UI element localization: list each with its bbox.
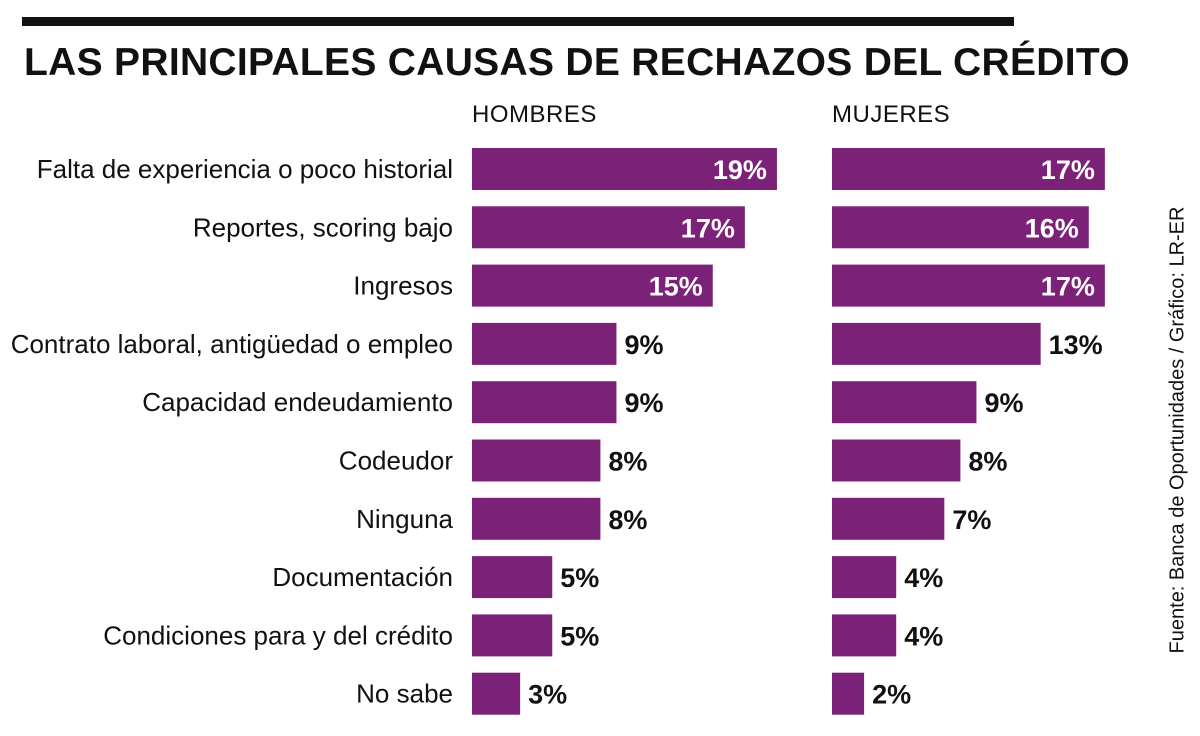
data-label-mujeres-8: 4% bbox=[904, 621, 943, 651]
data-label-mujeres-6: 7% bbox=[952, 505, 991, 535]
category-label: Ninguna bbox=[356, 504, 453, 534]
category-label: Codeudor bbox=[339, 446, 454, 476]
source-note: Fuente: Banca de Oportunidades / Gráfico… bbox=[1166, 206, 1189, 654]
category-label: Documentación bbox=[272, 562, 453, 592]
category-label: Condiciones para y del crédito bbox=[103, 620, 453, 650]
data-label-mujeres-7: 4% bbox=[904, 563, 943, 593]
bar-hombres-0 bbox=[472, 148, 777, 190]
bar-hombres-5 bbox=[472, 439, 601, 482]
data-label-mujeres-5: 8% bbox=[968, 447, 1007, 477]
series-header-mujeres: MUJERES bbox=[832, 101, 951, 128]
chart-title: LAS PRINCIPALES CAUSAS DE RECHAZOS DEL C… bbox=[24, 41, 1130, 84]
category-label: No sabe bbox=[356, 679, 453, 709]
data-label-hombres-4: 9% bbox=[624, 388, 663, 418]
data-label-mujeres-9: 2% bbox=[872, 680, 911, 710]
bar-mujeres-9 bbox=[832, 672, 865, 715]
data-label-mujeres-1: 16% bbox=[1025, 213, 1079, 243]
data-label-hombres-2: 15% bbox=[649, 272, 703, 302]
data-label-mujeres-4: 9% bbox=[984, 388, 1023, 418]
bar-mujeres-1 bbox=[832, 206, 1089, 249]
data-label-mujeres-2: 17% bbox=[1041, 272, 1095, 302]
bar-hombres-3 bbox=[472, 322, 617, 365]
data-label-hombres-9: 3% bbox=[528, 680, 567, 710]
category-label: Capacidad endeudamiento bbox=[142, 387, 453, 417]
bar-hombres-6 bbox=[472, 497, 601, 540]
data-label-hombres-8: 5% bbox=[560, 621, 599, 651]
category-label: Ingresos bbox=[353, 271, 453, 301]
data-label-hombres-5: 8% bbox=[608, 447, 647, 477]
bar-hombres-9 bbox=[472, 672, 521, 715]
bar-mujeres-6 bbox=[832, 497, 945, 540]
bar-hombres-4 bbox=[472, 381, 617, 424]
bar-mujeres-0 bbox=[832, 148, 1105, 190]
bar-hombres-8 bbox=[472, 614, 553, 657]
data-label-mujeres-3: 13% bbox=[1049, 330, 1103, 360]
bar-mujeres-2 bbox=[832, 264, 1105, 307]
bar-mujeres-3 bbox=[832, 322, 1041, 365]
data-label-hombres-6: 8% bbox=[608, 505, 647, 535]
data-label-mujeres-0: 17% bbox=[1041, 155, 1095, 185]
data-label-hombres-1: 17% bbox=[681, 213, 735, 243]
category-label: Reportes, scoring bajo bbox=[193, 212, 453, 242]
bar-mujeres-4 bbox=[832, 381, 977, 424]
data-label-hombres-0: 19% bbox=[713, 155, 767, 185]
bar-hombres-7 bbox=[472, 556, 553, 599]
bar-mujeres-5 bbox=[832, 439, 961, 482]
top-rule bbox=[22, 17, 1014, 26]
bar-hombres-2 bbox=[472, 264, 713, 307]
bar-hombres-1 bbox=[472, 206, 745, 249]
bar-mujeres-7 bbox=[832, 556, 897, 599]
data-label-hombres-7: 5% bbox=[560, 563, 599, 593]
bar-mujeres-8 bbox=[832, 614, 897, 657]
category-label: Contrato laboral, antigüedad o empleo bbox=[11, 329, 453, 359]
series-header-hombres: HOMBRES bbox=[472, 101, 597, 128]
category-label: Falta de experiencia o poco historial bbox=[37, 154, 453, 184]
data-label-hombres-3: 9% bbox=[624, 330, 663, 360]
